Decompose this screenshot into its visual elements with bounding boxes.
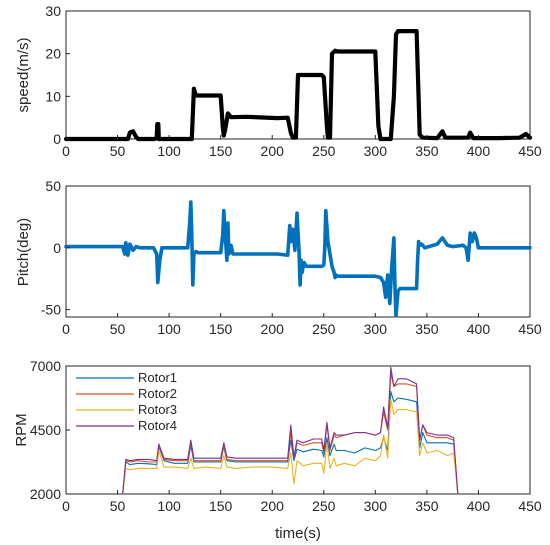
rpm-x-tick-label: 150 (209, 498, 233, 514)
speed-x-tick-label: 150 (209, 143, 233, 159)
pitch-series-line-0 (64, 200, 532, 318)
rpm-series-layer (122, 366, 459, 495)
speed-tick-layer: 0 50 100 150 200 250 300 350 400 450 0 10 20 30 (45, 3, 541, 159)
speed-x-tick-label: 0 (62, 143, 70, 159)
pitch-y-tick-label: 0 (53, 240, 61, 256)
rpm-x-axis-label: time(s) (275, 525, 321, 542)
speed-x-tick-label: 350 (415, 143, 439, 159)
rpm-plot-frame (65, 365, 531, 495)
speed-x-tick-label: 450 (518, 143, 542, 159)
speed-x-tick-label: 250 (312, 143, 336, 159)
legend-label-rotor3: Rotor3 (138, 402, 177, 417)
pitch-y-tick-label: -50 (41, 302, 61, 318)
pitch-x-tick-label: 400 (467, 321, 491, 337)
speed-x-tick-label: 200 (261, 143, 285, 159)
speed-x-tick-label: 300 (364, 143, 388, 159)
rpm-x-tick-label: 450 (518, 498, 542, 514)
rpm-panel: 0 50 100 150 200 250 300 350 400 450200045007000 … (13, 358, 542, 542)
rpm-series-line-rotor1 (122, 391, 459, 495)
rpm-x-tick-label: 100 (157, 498, 181, 514)
speed-panel: 0 50 100 150 200 250 300 350 400 450 0 10 20 30 speed… (15, 3, 542, 159)
speed-y-tick-label: 20 (45, 46, 61, 62)
rpm-x-tick-label: 350 (415, 498, 439, 514)
legend-label-rotor2: Rotor2 (138, 386, 177, 401)
legend-label-rotor1: Rotor1 (138, 370, 177, 385)
rpm-tick-layer: 0 50 100 150 200 250 300 350 400 450 2000 4500 7000 (30, 358, 542, 514)
pitch-x-tick-label: 200 (261, 321, 285, 337)
speed-series-layer (63, 29, 533, 142)
speed-y-tick-label: 10 (45, 88, 61, 104)
rpm-x-tick-label: 50 (110, 498, 126, 514)
rpm-x-tick-label: 300 (364, 498, 388, 514)
pitch-x-tick-label: 450 (518, 321, 542, 337)
rpm-x-tick-label: 0 (62, 498, 70, 514)
pitch-plot-frame (65, 185, 531, 318)
speed-x-tick-label: 100 (157, 143, 181, 159)
rpm-x-tick-label: 200 (261, 498, 285, 514)
pitch-x-tick-label: 50 (110, 321, 126, 337)
speed-x-tick-label: 400 (467, 143, 491, 159)
speed-plot-frame (65, 10, 531, 140)
pitch-x-tick-label: 100 (157, 321, 181, 337)
rpm-y-tick-label: 7000 (30, 358, 61, 374)
rpm-x-tick-label: 400 (467, 498, 491, 514)
rpm-y-tick-label: 4500 (30, 422, 61, 438)
speed-y-tick-label: 30 (45, 3, 61, 19)
speed-series-line-0 (63, 29, 533, 142)
rpm-x-tick-label: 250 (312, 498, 336, 514)
pitch-series-layer (64, 200, 532, 318)
rpm-y-tick-label: 2000 (30, 486, 61, 502)
pitch-y-tick-label: 50 (45, 178, 61, 194)
speed-y-axis-label: speed(m/s) (15, 37, 32, 112)
pitch-x-tick-label: 250 (312, 321, 336, 337)
legend-label-rotor4: Rotor4 (138, 418, 177, 433)
pitch-x-tick-label: 300 (364, 321, 388, 337)
rpm-series-line-rotor2 (122, 373, 459, 495)
rpm-series-line-rotor3 (122, 398, 459, 495)
speed-y-tick-label: 0 (53, 131, 61, 147)
pitch-y-axis-label: Pitch(deg) (15, 218, 32, 286)
pitch-x-tick-label: 350 (415, 321, 439, 337)
pitch-x-tick-label: 150 (209, 321, 233, 337)
rpm-y-axis-label: RPM (13, 413, 30, 446)
pitch-x-tick-label: 0 (62, 321, 70, 337)
rpm-series-line-rotor4 (122, 366, 459, 495)
speed-x-tick-label: 50 (110, 143, 126, 159)
